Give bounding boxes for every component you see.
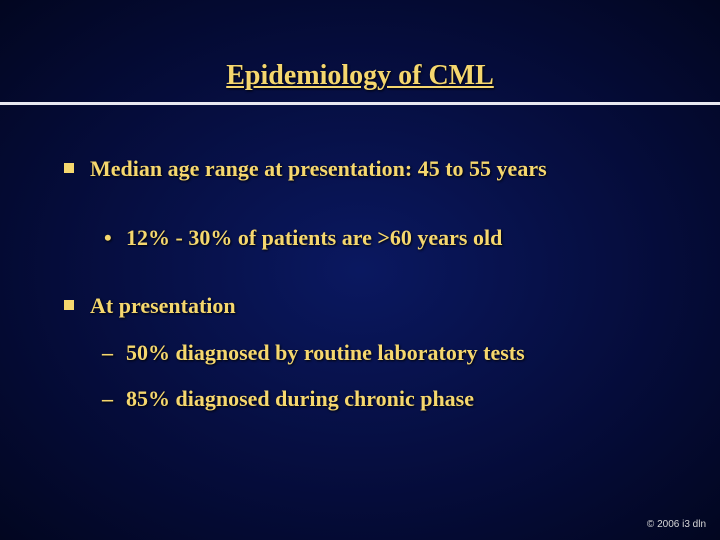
dash-bullet-icon: –: [102, 339, 113, 368]
bullet-level2: – 85% diagnosed during chronic phase: [126, 385, 660, 414]
bullet-text: 85% diagnosed during chronic phase: [126, 386, 474, 411]
dash-bullet-icon: –: [102, 385, 113, 414]
bullet-level1: Median age range at presentation: 45 to …: [90, 155, 660, 252]
dot-bullet-icon: •: [104, 224, 112, 253]
square-bullet-icon: [64, 300, 74, 310]
bullet-text: 50% diagnosed by routine laboratory test…: [126, 340, 525, 365]
footer-credit: © 2006 i3 dln: [647, 519, 706, 530]
slide: Epidemiology of CML Median age range at …: [0, 0, 720, 540]
title-container: Epidemiology of CML: [0, 0, 720, 92]
bullet-text: At presentation: [90, 293, 236, 318]
bullet-text: 12% - 30% of patients are >60 years old: [126, 225, 502, 250]
content-area: Median age range at presentation: 45 to …: [0, 105, 720, 414]
slide-title: Epidemiology of CML: [226, 60, 494, 92]
bullet-text: Median age range at presentation: 45 to …: [90, 156, 547, 181]
bullet-level2: • 12% - 30% of patients are >60 years ol…: [126, 224, 660, 253]
bullet-level1: At presentation – 50% diagnosed by routi…: [90, 292, 660, 414]
bullet-level2: – 50% diagnosed by routine laboratory te…: [126, 339, 660, 368]
square-bullet-icon: [64, 163, 74, 173]
